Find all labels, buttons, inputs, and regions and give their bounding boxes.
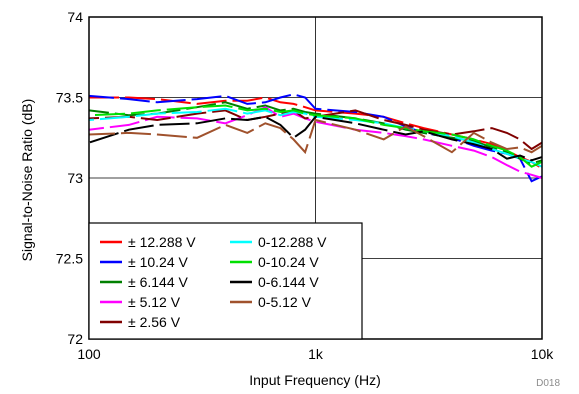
- series-line-0-5-12-v: [88, 118, 543, 155]
- y-axis-tick-labels: 72 72.5 73 73.5 74: [56, 9, 83, 347]
- y-axis-title: Signal-to-Noise Ratio (dB): [19, 99, 35, 262]
- x-tick-label: 100: [77, 346, 101, 362]
- legend-label: 0-12.288 V: [258, 234, 327, 250]
- legend-box: [88, 222, 363, 340]
- x-axis-tick-labels: 100 1k 10k: [77, 346, 554, 362]
- legend-label: 0-10.24 V: [258, 254, 319, 270]
- legend: ± 12.288 V ± 10.24 V ± 6.144 V ± 5.12 V ± 2.…: [88, 222, 363, 340]
- x-tick-label: 10k: [531, 346, 555, 362]
- series-line-10-24-v: [88, 93, 543, 183]
- y-tick-label: 73: [67, 170, 83, 186]
- legend-label: ± 2.56 V: [128, 314, 181, 330]
- legend-label: 0-6.144 V: [258, 274, 319, 290]
- x-tick-label: 1k: [308, 346, 324, 362]
- series-line-0-10-24-v: [88, 104, 543, 168]
- figure-id: D018: [536, 378, 560, 389]
- y-tick-label: 73.5: [56, 90, 83, 106]
- series-line-0-12-288-v: [88, 107, 543, 168]
- series-lines: [88, 93, 543, 183]
- y-tick-label: 74: [67, 9, 83, 25]
- legend-label: ± 12.288 V: [128, 234, 196, 250]
- legend-label: ± 5.12 V: [128, 294, 181, 310]
- series-line-2-56-v: [88, 109, 543, 151]
- y-tick-label: 72.5: [56, 251, 83, 267]
- series-line-0-6-144-v: [88, 115, 543, 162]
- y-tick-label: 72: [67, 331, 83, 347]
- legend-label: ± 6.144 V: [128, 274, 188, 290]
- legend-label: ± 10.24 V: [128, 254, 188, 270]
- x-axis-title: Input Frequency (Hz): [249, 372, 381, 388]
- legend-label: 0-5.12 V: [258, 294, 312, 310]
